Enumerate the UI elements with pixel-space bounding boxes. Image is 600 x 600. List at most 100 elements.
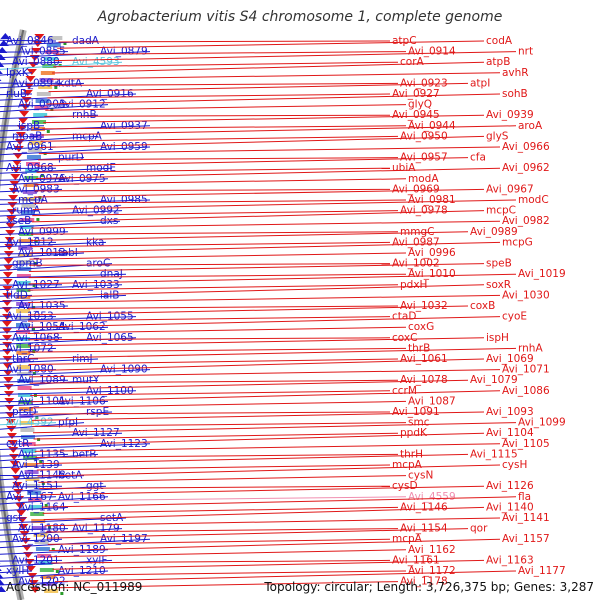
reverse-gene-label: aroA [518, 120, 543, 132]
label-leader-line [29, 379, 469, 390]
forward-gene-label: rimJ [72, 353, 93, 365]
forward-gene-label: Avi_1139 [12, 459, 60, 471]
reverse-gene-label: Avi_0987 [392, 236, 440, 248]
tick-dot [32, 350, 36, 353]
cog-block-reverse [37, 554, 52, 558]
cog-block-reverse [22, 449, 37, 453]
reverse-gene-label: codA [486, 35, 513, 47]
label-leader-line [0, 411, 39, 414]
label-leader-line [0, 135, 99, 143]
label-leader-line [31, 210, 485, 223]
cog-block-reverse [16, 344, 31, 348]
cog-block-reverse [26, 155, 41, 159]
reverse-gene-label: glyS [486, 130, 509, 142]
cog-block-reverse [19, 225, 34, 229]
reverse-gene-arrow [3, 258, 14, 264]
cog-block-reverse [42, 582, 57, 586]
label-leader-line [33, 432, 399, 440]
forward-gene-label: Avi_0880 [12, 56, 60, 68]
reverse-gene-label: Avi_0944 [408, 120, 456, 132]
reverse-gene-arrow [2, 335, 13, 341]
label-leader-line [35, 453, 399, 459]
reverse-gene-label: Avi_1061 [400, 353, 448, 365]
label-leader-line [0, 485, 63, 488]
label-leader-line [0, 443, 151, 450]
forward-gene-label: Avi_1033 [72, 279, 120, 291]
reverse-gene-arrow [25, 76, 36, 82]
label-leader-line [29, 379, 399, 384]
reverse-gene-label: Avi_1093 [486, 406, 534, 418]
cog-block-reverse [32, 526, 47, 530]
label-leader-line [31, 411, 485, 421]
label-leader-line [0, 559, 63, 562]
reverse-gene-arrow [7, 440, 18, 446]
forward-gene-label: purD [58, 152, 84, 164]
label-leader-line [36, 464, 391, 471]
reverse-gene-label: cfa [470, 152, 486, 164]
forward-gene-arrow [0, 70, 3, 74]
label-leader-line [0, 82, 85, 89]
reverse-gene-label: cysD [392, 480, 418, 492]
reverse-gene-label: Avi_0950 [400, 130, 448, 142]
reverse-gene-label: mcpA [392, 459, 423, 471]
label-leader-line [53, 61, 399, 68]
label-leader-line [57, 40, 485, 49]
reverse-gene-arrow [2, 272, 13, 278]
forward-gene-label: rumA [12, 205, 41, 217]
label-leader-line [49, 82, 399, 86]
cog-block-reverse [44, 589, 59, 593]
forward-gene-label: gpmB [12, 258, 43, 270]
cog-block-reverse [23, 183, 38, 187]
forward-gene-label: Avi_1106 [58, 395, 106, 407]
label-leader-line [30, 241, 391, 248]
reverse-gene-arrow [31, 48, 42, 54]
cog-block-reverse [27, 491, 42, 495]
label-leader-line [56, 581, 399, 589]
reverse-gene-label: pdxH [400, 279, 427, 291]
label-leader-line [0, 379, 99, 388]
reverse-gene-label: Avi_1154 [400, 523, 448, 535]
cog-block-reverse [48, 36, 63, 40]
forward-gene-label: xseB [6, 215, 31, 227]
label-leader-line [38, 146, 501, 155]
label-leader-line [0, 422, 57, 426]
label-leader-line [31, 220, 501, 229]
cog-block-reverse [30, 512, 45, 516]
reverse-gene-label: Avi_0957 [400, 152, 448, 164]
label-leader-line [45, 104, 407, 111]
forward-gene-arrow [0, 61, 5, 67]
reverse-gene-label: Avi_0967 [486, 183, 534, 195]
cog-block-reverse [35, 99, 50, 103]
label-leader-line [0, 315, 57, 318]
label-leader-line [30, 231, 469, 241]
cog-block-reverse [19, 232, 34, 236]
label-leader-line [0, 570, 109, 579]
cog-block-reverse [25, 477, 40, 481]
reverse-gene-arrow [13, 146, 24, 152]
reverse-gene-label: rnhA [518, 342, 543, 354]
reverse-gene-label: Avi_1177 [518, 565, 566, 577]
backbone-core [0, 29, 25, 600]
tick-dot [34, 240, 38, 243]
forward-gene-label: kdtA [58, 77, 83, 89]
label-leader-line [34, 432, 485, 446]
reverse-gene-label: ispH [486, 332, 509, 344]
reverse-gene-label: Avi_1126 [486, 480, 534, 492]
label-leader-line [58, 40, 391, 43]
forward-gene-label: rluB [6, 88, 27, 100]
label-leader-line [31, 400, 407, 409]
reverse-gene-label: cysH [502, 459, 527, 471]
reverse-gene-arrow [12, 160, 23, 166]
reverse-gene-label: Avi_1162 [408, 544, 456, 556]
label-leader-line [45, 528, 399, 533]
label-leader-line [0, 284, 123, 291]
label-leader-line [31, 411, 391, 415]
cog-block-reverse [21, 204, 36, 208]
cog-block-reverse [22, 197, 37, 201]
label-leader-line [38, 475, 407, 483]
tick-dot [41, 482, 45, 485]
label-leader-line [0, 358, 99, 364]
reverse-gene-arrow [3, 377, 14, 383]
cog-block-reverse [16, 372, 31, 376]
